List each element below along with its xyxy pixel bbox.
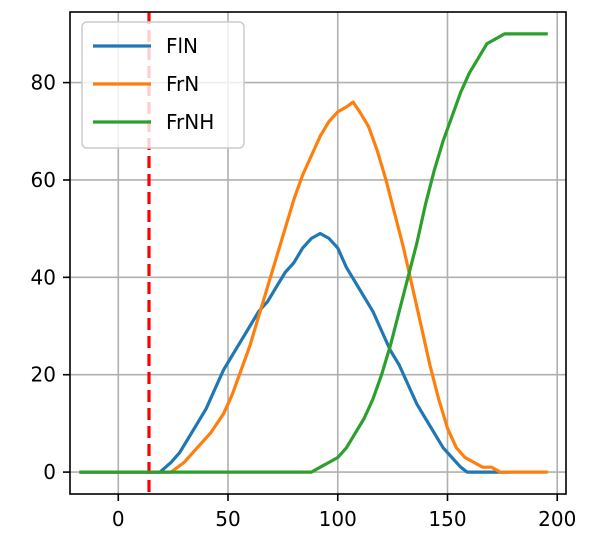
legend-label: FlN bbox=[166, 34, 198, 58]
legend-label: FrNH bbox=[166, 110, 214, 134]
x-tick-label: 50 bbox=[215, 507, 240, 531]
series-line-fln bbox=[79, 231, 511, 474]
legend-label: FrN bbox=[166, 72, 199, 96]
x-tick-label: 150 bbox=[428, 507, 466, 531]
y-tick-label: 80 bbox=[31, 71, 56, 95]
legend-box bbox=[81, 21, 245, 149]
y-tick-label: 60 bbox=[31, 168, 56, 192]
y-tick-label: 20 bbox=[31, 363, 56, 387]
x-tick-label: 200 bbox=[538, 507, 576, 531]
series-line-frn bbox=[79, 100, 548, 474]
x-tick-label: 100 bbox=[319, 507, 357, 531]
legend: FlN FrN FrNH bbox=[81, 21, 245, 149]
x-tick-label: 0 bbox=[112, 507, 125, 531]
series-line-frnh bbox=[79, 32, 548, 474]
series-layer bbox=[79, 32, 548, 474]
y-tick-label: 0 bbox=[43, 460, 56, 484]
tick-layer: 0 50 100 150 200 0 20 40 60 80 bbox=[31, 71, 577, 531]
y-tick-label: 40 bbox=[31, 265, 56, 289]
plot-frame bbox=[69, 11, 567, 495]
